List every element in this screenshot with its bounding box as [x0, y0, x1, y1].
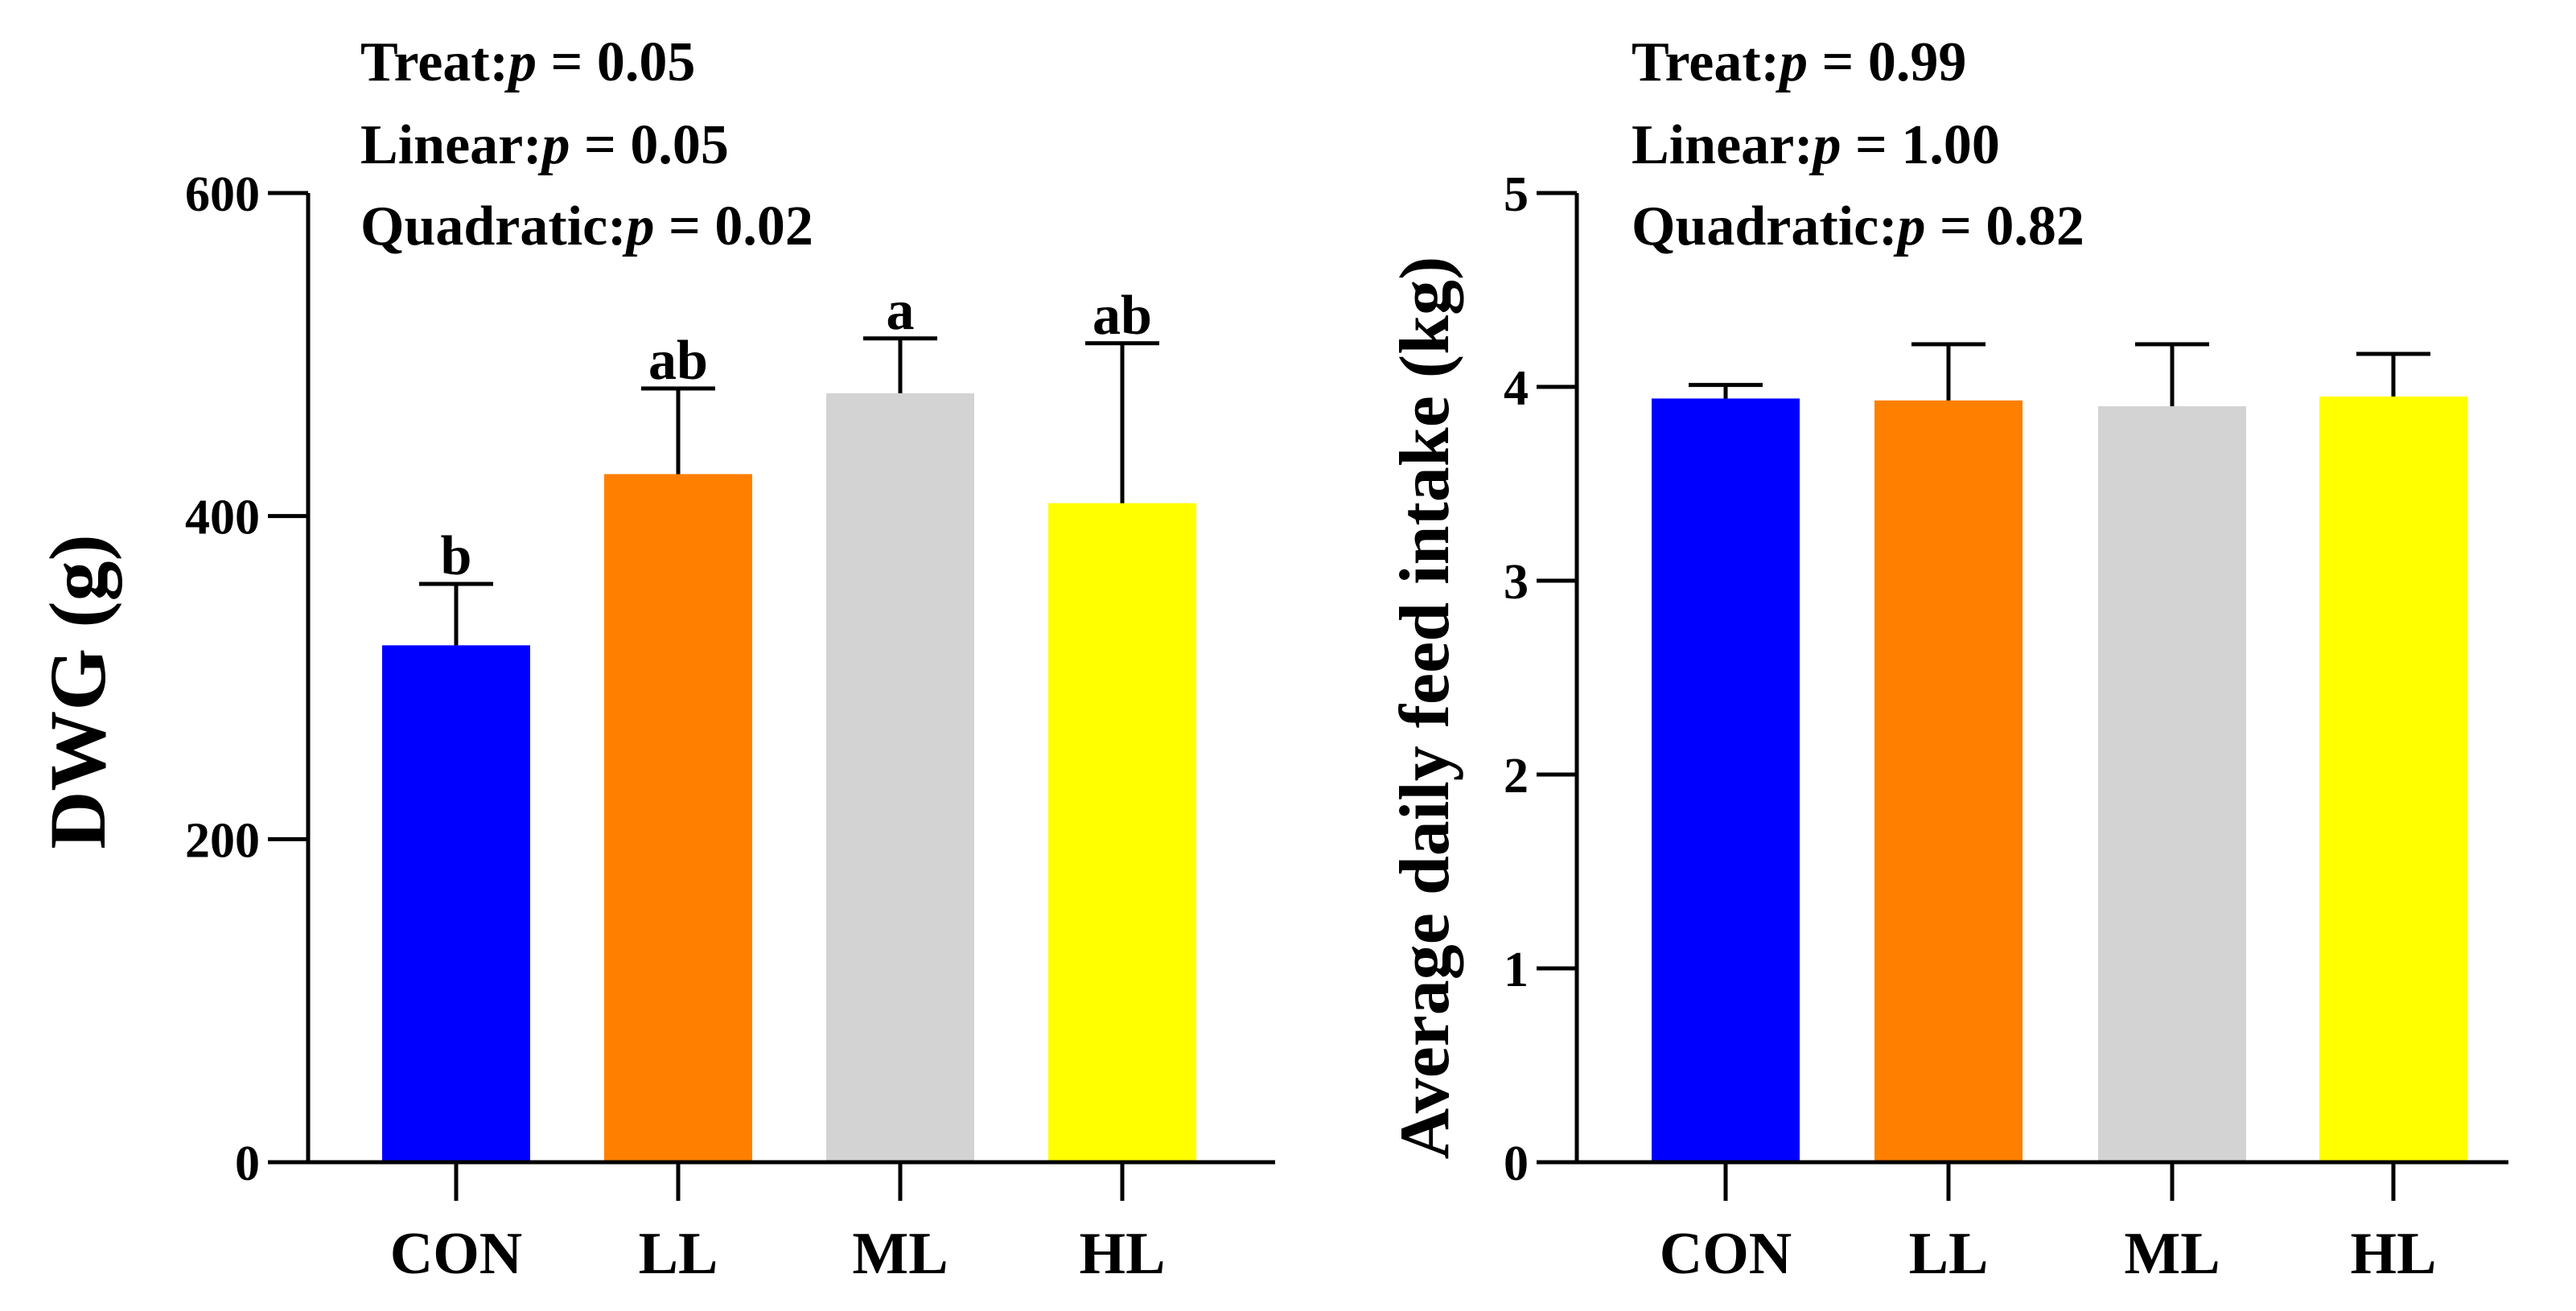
- bar-hl: [1048, 503, 1196, 1162]
- bar-ll: [604, 474, 752, 1162]
- bar-hl: [2319, 397, 2467, 1162]
- significance-letter-hl: ab: [1093, 285, 1152, 347]
- stats-p-symbol: p: [538, 114, 570, 176]
- stats-p-symbol: p: [504, 31, 537, 93]
- stats-value: = 0.99: [1808, 31, 1966, 93]
- bar-ml: [2098, 406, 2246, 1163]
- stats-value: = 0.82: [1926, 195, 2084, 257]
- significance-letter-con: b: [441, 525, 472, 587]
- stats-label: Treat:: [360, 31, 508, 93]
- stats-p-symbol: p: [1776, 31, 1808, 93]
- x-tick-label-ml: ML: [852, 1221, 948, 1287]
- stats-label: Treat:: [1632, 31, 1780, 93]
- y-tick-label: 400: [185, 491, 260, 545]
- stats-label: Quadratic:: [360, 195, 627, 257]
- dwg-chart-panel: b ab a ab 0 200 400 600 CON LL ML HL DWG (g) Treat:p …: [33, 31, 1275, 1287]
- stats-value: = 0.05: [537, 31, 695, 93]
- x-tick-label-con: CON: [1660, 1221, 1792, 1287]
- x-tick-label-con: CON: [390, 1221, 522, 1287]
- stats-label: Linear:: [1632, 114, 1813, 176]
- stats-annotation: Treat:p = 0.99: [1632, 31, 1966, 93]
- x-tick-label-ml: ML: [2124, 1221, 2220, 1287]
- y-tick-label: 600: [185, 167, 260, 222]
- bar-con: [382, 645, 530, 1162]
- significance-letter-ml: a: [887, 280, 915, 342]
- error-bar-hl: [2356, 351, 2430, 397]
- error-bar-ml: [2135, 342, 2209, 407]
- y-tick-label: 3: [1504, 555, 1529, 610]
- y-tick-label: 4: [1504, 361, 1529, 416]
- bar-con: [1652, 398, 1800, 1163]
- stats-label: Linear:: [360, 114, 542, 176]
- x-tick-label-hl: HL: [2351, 1221, 2437, 1287]
- x-tick-label-ll: LL: [1909, 1221, 1989, 1287]
- y-axis-title: Average daily feed intake (kg): [1386, 257, 1464, 1160]
- stats-annotation: Quadratic:p = 0.82: [1632, 195, 2084, 257]
- error-bar-ml: [863, 336, 937, 394]
- stats-annotation: Linear:p = 1.00: [1632, 114, 2000, 176]
- y-tick-label: 5: [1504, 167, 1529, 222]
- stats-value: = 0.05: [570, 114, 729, 176]
- significance-letter-ll: ab: [648, 330, 708, 392]
- stats-value: = 0.02: [655, 195, 813, 257]
- stats-p-symbol: p: [1809, 114, 1841, 176]
- stats-p-symbol: p: [1894, 195, 1926, 257]
- y-tick-label: 1: [1504, 943, 1529, 997]
- y-tick-label: 200: [185, 813, 260, 868]
- y-axis-title: DWG (g): [33, 534, 122, 849]
- error-bar-con: [419, 582, 493, 646]
- x-tick-label-ll: LL: [639, 1221, 718, 1287]
- y-tick-label: 0: [1504, 1136, 1529, 1191]
- y-tick-label: 2: [1504, 749, 1529, 803]
- stats-annotation: Linear:p = 0.05: [360, 114, 729, 176]
- feed-intake-chart-panel: 0 1 2 3 4 5 CON LL ML HL Average daily feed intake…: [1386, 31, 2508, 1287]
- stats-annotation: Quadratic:p = 0.02: [360, 195, 813, 257]
- x-tick-label-hl: HL: [1080, 1221, 1166, 1287]
- stats-label: Quadratic:: [1632, 195, 1898, 257]
- error-bar-hl: [1085, 341, 1159, 503]
- stats-annotation: Treat:p = 0.05: [360, 31, 695, 93]
- stats-value: = 1.00: [1841, 114, 2000, 176]
- error-bar-con: [1689, 383, 1763, 399]
- bar-ll: [1874, 400, 2023, 1162]
- error-bar-ll: [641, 386, 715, 475]
- error-bar-ll: [1911, 342, 1985, 401]
- y-tick-label: 0: [235, 1136, 260, 1191]
- bar-ml: [826, 393, 974, 1162]
- stats-p-symbol: p: [623, 195, 655, 257]
